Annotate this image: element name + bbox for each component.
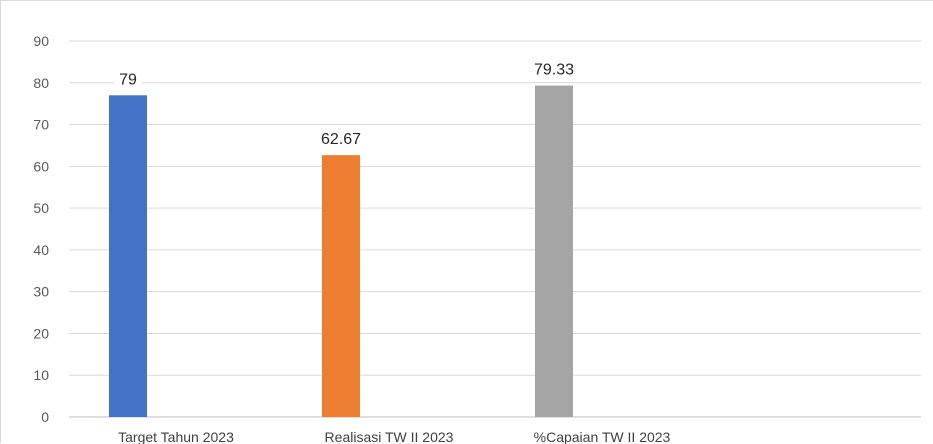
y-tick-label: 10 [33,367,49,383]
gridlines [69,40,921,418]
x-tick-label: %Capaian TW II 2023 [534,429,671,444]
x-tick-label: Realisasi TW II 2023 [325,429,454,444]
y-tick-label: 30 [33,284,49,300]
data-label: 79 [119,71,137,88]
bar[interactable] [322,155,360,418]
y-tick-label: 90 [33,33,49,49]
y-tick-label: 70 [33,117,49,133]
y-tick-label: 20 [33,325,49,341]
bar[interactable] [535,85,573,417]
x-axis-category-labels: Target Tahun 2023 Realisasi TW II 2023 %Ca… [118,429,670,444]
x-tick-label: Target Tahun 2023 [118,429,234,444]
y-tick-label: 60 [33,158,49,174]
y-tick-label: 50 [33,200,49,216]
data-label: 79.33 [534,62,574,79]
bar[interactable] [109,95,147,418]
data-labels: 79 62.67 79.33 [114,57,582,150]
y-tick-label: 0 [41,409,49,425]
y-tick-label: 40 [33,242,49,258]
y-tick-label: 80 [33,75,49,91]
y-axis-tick-labels: 0 10 20 30 40 50 60 70 80 90 [33,33,49,425]
bars [109,85,573,418]
data-label-backdrop [313,127,369,150]
data-label-backdrop [526,57,582,80]
data-label-backdrop [114,67,142,90]
data-label: 62.67 [321,131,361,148]
